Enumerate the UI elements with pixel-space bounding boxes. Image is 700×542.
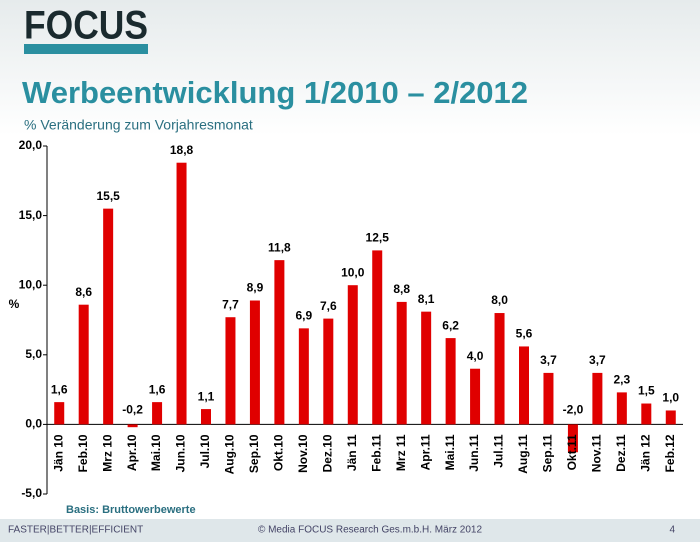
value-label: 8,0 [491, 293, 508, 307]
y-tick-label: 15,0 [19, 208, 43, 222]
y-axis-label: % [9, 297, 20, 311]
x-tick-label: Jul.11 [492, 434, 506, 468]
x-tick-label: Mai.10 [149, 434, 163, 471]
bar [152, 402, 163, 425]
value-label: 6,2 [442, 318, 459, 332]
footer-center: © Media FOCUS Research Ges.m.b.H. März 2… [258, 525, 483, 536]
value-label: 10,0 [341, 265, 365, 279]
value-label: 15,5 [96, 189, 120, 203]
bar [78, 304, 89, 425]
bar [396, 301, 407, 425]
chart-subtitle: % Veränderung zum Vorjahresmonat [24, 117, 253, 133]
bar [323, 318, 334, 425]
bar [421, 311, 432, 425]
value-label: 4,0 [467, 349, 484, 363]
x-tick-label: Aug.11 [516, 434, 530, 474]
x-tick-label: Apr.10 [125, 434, 139, 471]
x-tick-label: Apr.11 [418, 434, 432, 470]
footnote: Basis: Bruttowerbewerte [66, 504, 196, 516]
x-tick-label: Sep.11 [541, 434, 555, 472]
chart-title: Werbeentwicklung 1/2010 – 2/2012 [22, 75, 528, 110]
x-tick-label: Okt.11 [565, 434, 579, 470]
value-label: 8,9 [247, 281, 264, 295]
value-label: 7,6 [320, 299, 337, 313]
value-label: 11,8 [268, 240, 291, 254]
y-tick-label: -5,0 [21, 486, 42, 500]
logo: FOCUS [24, 4, 148, 48]
bar [616, 392, 627, 425]
bar [519, 346, 529, 425]
x-tick-label: Feb.11 [369, 434, 383, 472]
bar [445, 338, 456, 425]
footer-bar [0, 519, 700, 542]
value-label: -0,2 [122, 403, 143, 417]
value-label: 12,5 [366, 231, 390, 245]
x-tick-label: Nov.11 [590, 434, 604, 472]
x-tick-label: Nov.10 [296, 434, 310, 473]
y-tick-label: 5,0 [25, 347, 42, 361]
value-label: 1,0 [662, 391, 679, 405]
x-tick-label: Jän 11 [345, 434, 359, 471]
bar [103, 208, 114, 425]
x-tick-label: Mrz 11 [394, 434, 408, 471]
y-tick-label: 10,0 [19, 277, 43, 291]
x-tick-label: Okt.10 [272, 434, 286, 471]
page-number: 4 [669, 525, 675, 536]
x-tick-label: Jul.10 [198, 434, 212, 468]
x-tick-label: Aug.10 [223, 434, 237, 474]
value-label: 1,6 [149, 382, 166, 396]
x-tick-label: Feb.10 [76, 434, 90, 472]
x-tick-label: Mrz 10 [100, 434, 114, 472]
y-tick-label: 20,0 [19, 138, 43, 152]
bar [470, 368, 481, 425]
y-tick-label: 0,0 [25, 417, 42, 431]
bar [54, 402, 65, 425]
x-tick-label: Dez.10 [320, 434, 334, 472]
value-label: 8,1 [418, 292, 435, 306]
value-label: 8,8 [393, 282, 410, 296]
bar [347, 285, 358, 425]
x-tick-label: Jän 10 [51, 434, 65, 472]
bar [249, 300, 260, 425]
footer-left: FASTER|BETTER|EFFICIENT [8, 525, 143, 536]
value-label: 2,3 [614, 373, 631, 387]
bar [641, 403, 652, 425]
bar [592, 372, 603, 425]
value-label: 5,6 [516, 327, 533, 341]
bar [665, 410, 676, 425]
value-label: 3,7 [540, 353, 557, 367]
bar [298, 328, 309, 425]
logo-stripe [24, 44, 148, 54]
value-label: 8,6 [75, 285, 92, 299]
bar [176, 162, 187, 425]
value-label: 1,6 [51, 382, 68, 396]
bar [274, 260, 285, 425]
bar [372, 250, 383, 425]
x-tick-label: Feb.12 [663, 434, 677, 472]
bar [543, 372, 554, 425]
x-tick-label: Dez.11 [614, 434, 628, 472]
bar [567, 424, 578, 453]
x-tick-label: Sep.10 [247, 434, 261, 473]
value-label: 3,7 [589, 353, 606, 367]
value-label: 18,8 [170, 143, 194, 157]
x-tick-label: Jän 12 [638, 434, 652, 472]
bar [201, 409, 211, 425]
value-label: 1,5 [638, 384, 655, 398]
value-label: 1,1 [198, 389, 215, 403]
x-tick-label: Mai.11 [443, 434, 457, 470]
x-tick-label: Jun.10 [174, 434, 188, 472]
value-label: -2,0 [563, 403, 584, 417]
x-tick-label: Jun.11 [467, 434, 481, 472]
bar [494, 313, 505, 425]
bar [127, 424, 138, 428]
bar [225, 317, 236, 425]
value-label: 6,9 [296, 309, 313, 323]
value-label: 7,7 [222, 297, 239, 311]
